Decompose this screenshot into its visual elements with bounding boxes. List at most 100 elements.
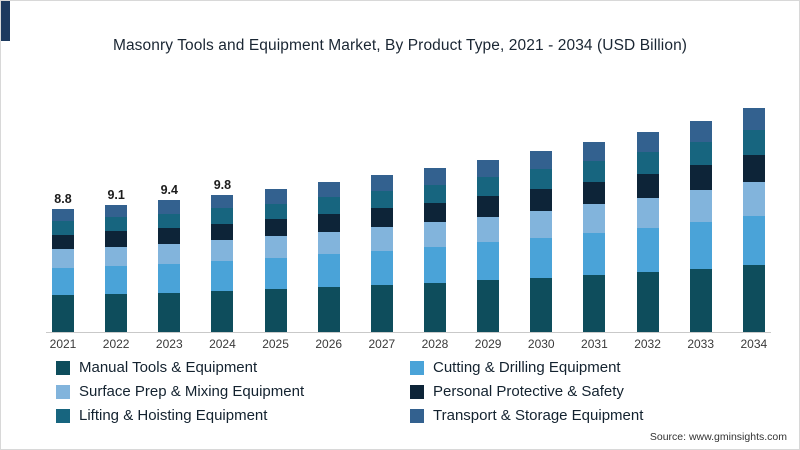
bar-segment (317, 197, 340, 214)
bar-segment (530, 210, 553, 239)
bar-segment (530, 189, 553, 211)
bar-segment (530, 151, 553, 170)
x-axis-label: 2023 (155, 337, 183, 351)
bar-segment (158, 263, 181, 293)
legend-swatch (56, 408, 70, 423)
legend-item: Lifting & Hoisting Equipment (56, 407, 400, 424)
legend-swatch (56, 384, 70, 399)
bar-segment (742, 155, 765, 182)
bar-segment (636, 271, 659, 332)
stacked-bar (264, 189, 287, 332)
legend-label: Cutting & Drilling Equipment (433, 359, 621, 376)
bar-segment (158, 243, 181, 264)
bar-segment (423, 222, 446, 247)
bar-segment (583, 233, 606, 275)
bar-segment (742, 215, 765, 265)
bar-segment (477, 176, 500, 196)
bar-segment (370, 285, 393, 332)
stacked-bar (583, 141, 606, 332)
x-axis-label: 2025 (262, 337, 289, 351)
bar-segment (583, 274, 606, 332)
bar-segment (370, 227, 393, 251)
bar-segment (477, 216, 500, 243)
stacked-bar (742, 108, 765, 332)
bar-segment (264, 236, 287, 258)
bar-segment (636, 131, 659, 152)
x-axis-label: 2022 (102, 337, 130, 351)
bar-2029 (471, 159, 505, 332)
bar-segment (158, 292, 181, 332)
x-axis-label: 2024 (209, 337, 236, 351)
bar-segment (423, 202, 446, 223)
legend-label: Manual Tools & Equipment (79, 359, 258, 376)
bar-segment (370, 191, 393, 209)
bar-segment (689, 165, 712, 191)
legend-label: Personal Protective & Safety (433, 383, 624, 400)
x-axis-label: 2026 (315, 337, 343, 351)
bar-segment (105, 293, 128, 332)
stacked-bar (105, 204, 128, 332)
bar-segment (583, 181, 606, 205)
x-axis-label: 2029 (474, 337, 502, 351)
bar-segment (317, 231, 340, 255)
bar-segment (530, 238, 553, 278)
bar-segment (211, 290, 234, 332)
bar-2025 (259, 189, 293, 332)
bar-2024: 9.8 (205, 178, 239, 332)
bar-segment (105, 265, 128, 294)
x-axis-label: 2027 (368, 337, 396, 351)
legend-swatch (410, 360, 424, 375)
legend-swatch (410, 408, 424, 423)
stacked-bar (636, 131, 659, 332)
bar-segment (317, 254, 340, 288)
x-axis: 2021 2022 2023 2024 2025 2026 2027 2028 2029 2030… (46, 337, 771, 351)
legend-swatch (410, 384, 424, 399)
bar-segment (158, 213, 181, 229)
legend-label: Surface Prep & Mixing Equipment (79, 383, 305, 400)
bar-segment (264, 289, 287, 332)
bar-segment (264, 257, 287, 290)
x-axis-label: 2034 (740, 337, 768, 351)
legend-label: Lifting & Hoisting Equipment (79, 407, 268, 424)
legend-item: Transport & Storage Equipment (410, 407, 754, 424)
stacked-bar (52, 208, 74, 332)
bar-segment (370, 175, 393, 192)
bar-segment (530, 277, 553, 332)
bar-segment (52, 234, 74, 250)
bar-segment (52, 220, 74, 235)
stacked-bar (317, 182, 340, 332)
bar-group: 8.8 9.1 9.4 9.8 (46, 85, 771, 332)
bar-segment (636, 227, 659, 272)
bar-2028 (418, 168, 452, 332)
bar-segment (742, 130, 765, 156)
bar-2034 (737, 108, 771, 332)
bar-2027 (365, 175, 399, 332)
bar-segment (105, 231, 128, 247)
stacked-bar (370, 175, 393, 332)
bar-segment (477, 280, 500, 332)
bar-segment (105, 204, 128, 218)
legend-item: Manual Tools & Equipment (56, 359, 400, 376)
bar-value-label: 9.1 (107, 187, 125, 202)
bar-segment (477, 159, 500, 177)
bar-segment (158, 200, 181, 214)
bar-segment (423, 246, 446, 283)
bar-segment (158, 228, 181, 244)
x-axis-label: 2021 (49, 337, 77, 351)
bar-2026 (312, 182, 346, 332)
x-axis-label: 2028 (421, 337, 449, 351)
bar-segment (742, 108, 765, 131)
x-axis-label: 2030 (527, 337, 555, 351)
x-axis-label: 2031 (581, 337, 608, 351)
bar-segment (370, 250, 393, 285)
bar-segment (211, 260, 234, 291)
legend-swatch (56, 360, 70, 375)
legend-item: Cutting & Drilling Equipment (410, 359, 754, 376)
bar-segment (530, 169, 553, 190)
bar-segment (477, 195, 500, 217)
bar-segment (636, 197, 659, 228)
bar-segment (423, 184, 446, 203)
bar-segment (583, 141, 606, 161)
bar-segment (636, 173, 659, 198)
bar-segment (370, 208, 393, 228)
